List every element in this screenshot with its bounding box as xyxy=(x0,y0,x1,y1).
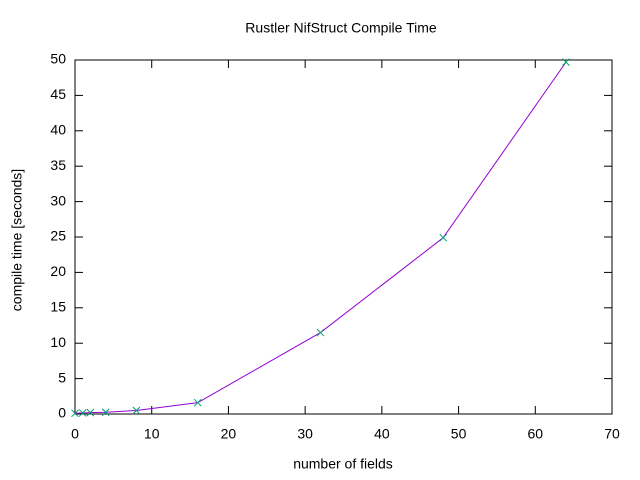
y-tick-label: 40 xyxy=(50,122,66,138)
y-tick-label: 35 xyxy=(50,157,66,173)
y-tick-label: 45 xyxy=(50,86,66,102)
data-point xyxy=(193,398,202,407)
x-tick-label: 30 xyxy=(297,426,313,442)
data-point xyxy=(86,408,95,417)
y-tick-label: 0 xyxy=(58,405,66,421)
x-tick-label: 10 xyxy=(144,426,160,442)
data-line xyxy=(74,61,567,414)
x-tick-label: 70 xyxy=(604,426,620,442)
x-axis-label: number of fields xyxy=(293,456,393,472)
y-tick-label: 10 xyxy=(50,334,66,350)
y-tick-label: 25 xyxy=(50,228,66,244)
y-tick-label: 50 xyxy=(50,51,66,67)
y-tick-label: 20 xyxy=(50,263,66,279)
y-tick-label: 30 xyxy=(50,192,66,208)
y-tick-label: 5 xyxy=(58,369,66,385)
x-tick-label: 20 xyxy=(221,426,237,442)
x-tick-label: 60 xyxy=(527,426,543,442)
x-tick-label: 0 xyxy=(71,426,79,442)
plot-border xyxy=(74,59,613,415)
y-tick-label: 15 xyxy=(50,299,66,315)
y-axis-label: compile time [seconds] xyxy=(9,169,25,311)
data-point xyxy=(562,58,570,66)
x-tick-label: 50 xyxy=(451,426,467,442)
data-point xyxy=(316,328,325,337)
data-point xyxy=(71,409,79,418)
x-tick-label: 40 xyxy=(374,426,390,442)
data-point xyxy=(78,409,87,417)
chart-title: Rustler NifStruct Compile Time xyxy=(245,20,437,36)
data-point xyxy=(439,233,448,242)
data-point xyxy=(101,408,110,417)
data-point xyxy=(132,406,141,415)
